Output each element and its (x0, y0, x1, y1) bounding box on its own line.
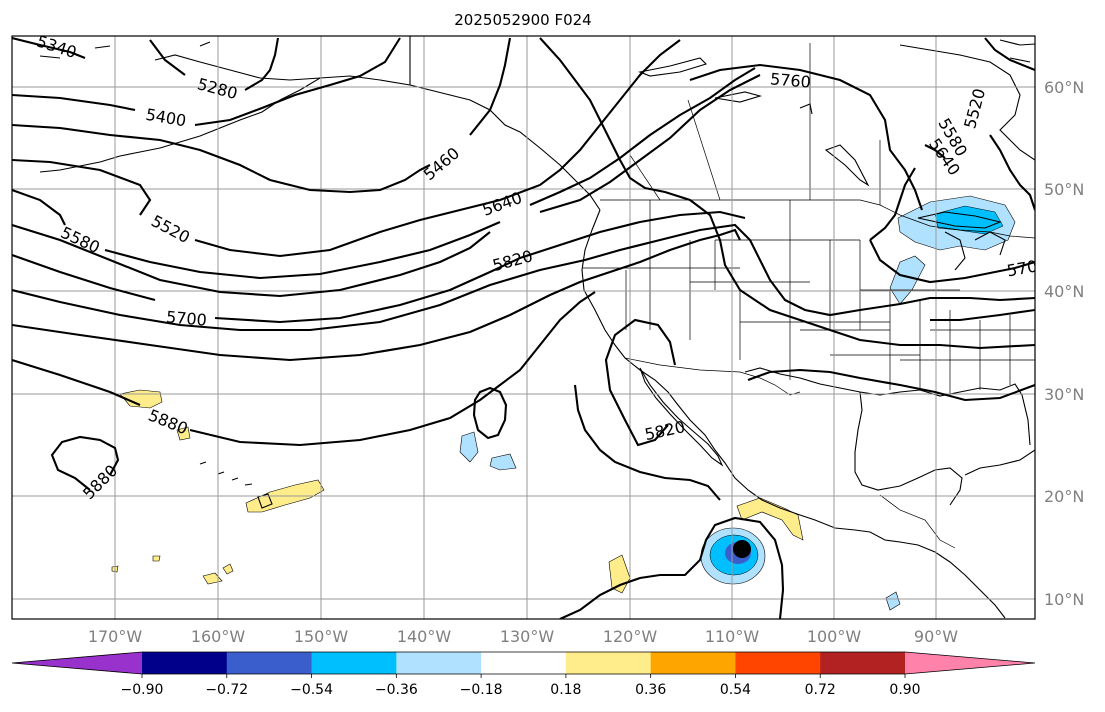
height-contours (12, 36, 1035, 619)
coastline (409, 36, 601, 211)
lon-label: 170°W (88, 627, 143, 646)
positive-shade-region (736, 497, 804, 541)
contour-5280 (149, 37, 280, 91)
colorbar-tick-label: −0.18 (460, 682, 503, 698)
colorbar-swatch (226, 652, 313, 674)
contour-5520-east (984, 37, 1035, 71)
contour-5640 (12, 67, 756, 298)
contour-5820-southeast (747, 368, 1035, 402)
colorbar: −0.90 −0.72 −0.54 −0.36 −0.18 0.18 0.36 0.54 0.7… (11, 651, 1036, 698)
contour-5400 (12, 37, 401, 127)
map-frame (11, 35, 1036, 620)
lon-label: 130°W (500, 627, 555, 646)
contour-5760 (12, 223, 1035, 332)
colorbar-tick-label: −0.72 (205, 682, 248, 698)
coastline (581, 209, 1006, 619)
coastline (744, 367, 1031, 446)
contour-5820-south (559, 384, 785, 619)
lon-label: 160°W (191, 627, 246, 646)
coastline (899, 44, 1035, 161)
contour-5580 (12, 74, 761, 280)
coastline (39, 75, 411, 173)
map-title: 2025052900 F024 (454, 11, 591, 29)
contour-5460 (12, 37, 512, 194)
lat-label: 40°N (1044, 282, 1084, 301)
lon-label: 90°W (914, 627, 958, 646)
colorbar-tick-label: 0.54 (720, 682, 751, 698)
coastline (854, 391, 963, 506)
lat-label: 50°N (1044, 180, 1084, 199)
lon-label: 100°W (807, 627, 862, 646)
colorbar-swatch (142, 652, 228, 674)
coastline (154, 54, 321, 81)
contour-label: 5760 (769, 69, 811, 91)
contour-5880-ring (604, 318, 677, 447)
lat-label: 10°N (1044, 590, 1084, 609)
positive-shade-region (222, 563, 234, 575)
coastline (964, 449, 1035, 476)
lat-label: 20°N (1044, 487, 1084, 506)
contour-label: 5700 (165, 307, 207, 329)
colorbar-tick-label: 0.18 (550, 682, 581, 698)
contour-5760-north (539, 37, 1035, 350)
lon-label: 140°W (397, 627, 452, 646)
positive-shade-region (152, 555, 161, 562)
colorbar-tick-label: 0.36 (635, 682, 666, 698)
colorbar-tick-label: −0.54 (290, 682, 333, 698)
coastlines (39, 36, 1035, 619)
coastline (917, 211, 1006, 271)
coastline (39, 41, 211, 59)
colorbar-tick-label: −0.36 (375, 682, 418, 698)
colorbar-tick-label: −0.90 (121, 682, 164, 698)
contour-5640-east (869, 239, 1035, 322)
negative-shade-region (489, 453, 517, 471)
negative-shade-region (885, 591, 901, 611)
contour-5820 (12, 228, 741, 362)
colorbar-swatch (481, 652, 567, 674)
contour-5700 (12, 210, 746, 324)
contour-5580-east (924, 134, 1035, 211)
colorbar-swatch (396, 652, 482, 674)
gridlines (12, 36, 1035, 619)
lat-label: 30°N (1044, 385, 1084, 404)
lat-label: 60°N (1044, 78, 1084, 97)
longitude-labels: 170°W 160°W 150°W 140°W 130°W 120°W 110°… (88, 627, 958, 646)
colorbar-swatch (565, 652, 652, 674)
coastline (999, 39, 1035, 63)
colorbar-tick-label: 0.90 (889, 682, 920, 698)
map-background (12, 36, 1035, 619)
negative-shade-region (459, 431, 479, 463)
country-border (600, 199, 1035, 239)
colorbar-swatch (820, 652, 906, 674)
province-border (629, 43, 881, 205)
contour-5700-east (869, 167, 916, 241)
colorbar-tick-label: 0.72 (805, 682, 836, 698)
lon-label: 150°W (294, 627, 349, 646)
positive-shade-region (176, 426, 191, 441)
contour-5340 (12, 36, 86, 59)
coastline (199, 461, 273, 509)
contour-5820-low (12, 291, 596, 447)
positive-shade-region (202, 572, 223, 585)
coastline (824, 144, 870, 187)
country-border (879, 494, 956, 549)
country-border (624, 357, 801, 396)
contour-5880-loop (472, 386, 508, 440)
lon-label: 120°W (603, 627, 658, 646)
contour-5880-loop-west (50, 435, 120, 491)
colorbar-swatch (311, 652, 397, 674)
lon-label: 110°W (705, 627, 760, 646)
colorbar-swatch (12, 652, 142, 674)
map-panel: 5340 5280 5400 5460 5520 5580 5640 5700 … (11, 35, 1036, 620)
storm-center-marker (733, 540, 751, 558)
latitude-labels: 60°N 50°N 40°N 30°N 20°N 10°N (1044, 78, 1084, 609)
contour-5520 (12, 39, 681, 258)
colorbar-swatch (650, 652, 736, 674)
coastline (639, 367, 724, 467)
colorbar-swatch (905, 652, 1035, 674)
colorbar-swatch (735, 652, 821, 674)
contour-5760-ridge (689, 63, 923, 211)
